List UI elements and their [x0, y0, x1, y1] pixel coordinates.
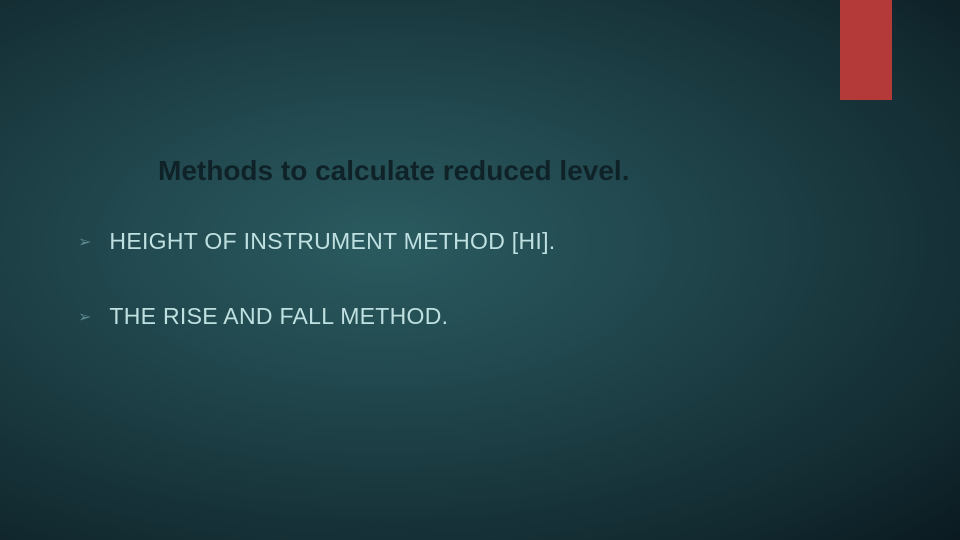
accent-bar	[840, 0, 892, 100]
bullet-list: ➢ HEIGHT OF INSTRUMENT METHOD [HI]. ➢ TH…	[78, 228, 555, 378]
bullet-text: HEIGHT OF INSTRUMENT METHOD [HI].	[109, 228, 555, 255]
bullet-text: THE RISE AND FALL METHOD.	[109, 303, 448, 330]
bullet-icon: ➢	[78, 232, 91, 252]
slide: Methods to calculate reduced level. ➢ HE…	[0, 0, 960, 540]
list-item: ➢ HEIGHT OF INSTRUMENT METHOD [HI].	[78, 228, 555, 255]
list-item: ➢ THE RISE AND FALL METHOD.	[78, 303, 555, 330]
bullet-icon: ➢	[78, 307, 91, 327]
slide-title: Methods to calculate reduced level.	[158, 155, 629, 187]
